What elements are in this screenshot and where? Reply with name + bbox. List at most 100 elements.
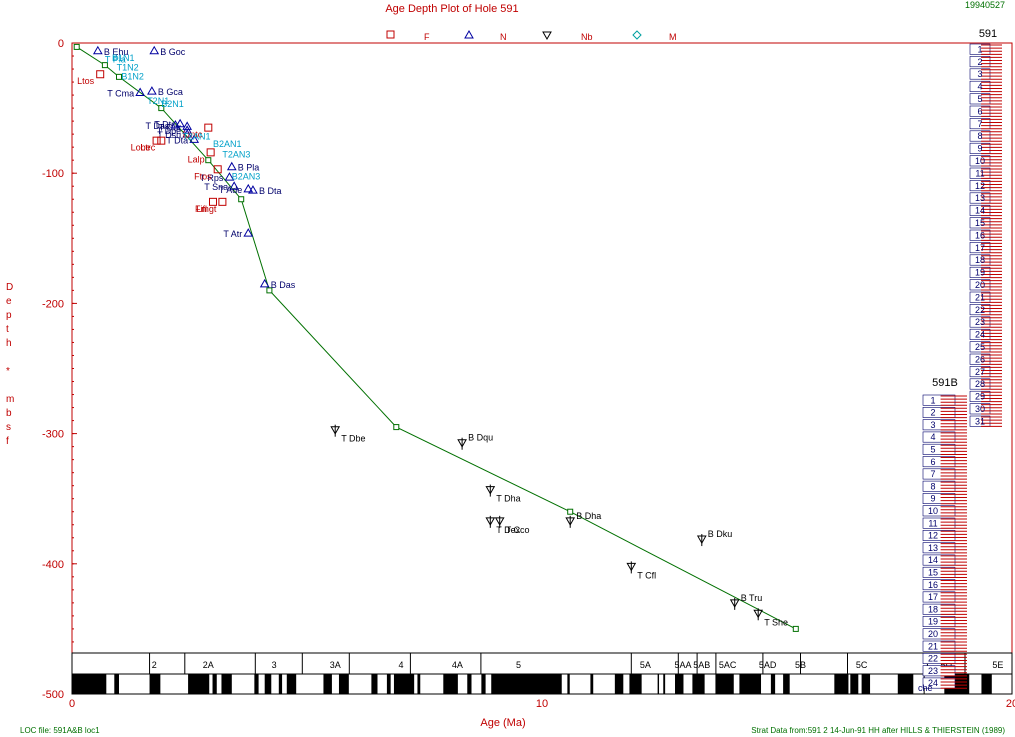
nb-datum-label: T Dex <box>496 525 520 535</box>
zone-label: B2AN3 <box>232 172 261 182</box>
normal-polarity-interval <box>149 674 161 694</box>
normal-polarity-interval <box>338 674 349 694</box>
core-box <box>922 406 956 418</box>
core-number: 15 <box>928 568 938 578</box>
normal-polarity-interval <box>663 674 666 694</box>
foram-datum-label: Ftos <box>194 171 212 181</box>
age-depth-tie-points <box>73 43 799 632</box>
date-code: 19940527 <box>965 0 1005 10</box>
nanno-datum-label: T Atr <box>223 229 242 239</box>
chron-label: 5B <box>795 660 806 670</box>
core-number: 8 <box>977 131 982 141</box>
legend-label-m: M <box>669 32 677 42</box>
zone-label: B2N1 <box>161 99 184 109</box>
foram-datum-marker <box>213 165 222 174</box>
core-box <box>969 93 991 105</box>
nanno-datum-marker <box>182 129 193 138</box>
chron-label: 2A <box>203 660 214 670</box>
nanno-datum-marker <box>182 125 193 134</box>
core-box <box>922 566 956 578</box>
x-tick-label: 0 <box>69 698 75 710</box>
core-box <box>922 652 956 664</box>
nanno-datum-label: B Goc <box>160 47 186 57</box>
tie-point <box>158 105 165 112</box>
core-number: 6 <box>977 106 982 116</box>
core-box <box>969 366 991 378</box>
foram-datum-marker <box>152 136 161 145</box>
core-number: 9 <box>977 144 982 154</box>
nanno-datum-marker <box>226 161 237 171</box>
foram-datum-label: Lmgt <box>196 204 217 214</box>
normal-polarity-interval <box>629 674 642 694</box>
normal-polarity-interval <box>739 674 762 694</box>
nb-datum-label: B Dku <box>708 529 733 539</box>
core-column-591b: 591B123456789101112131415161718192021222… <box>918 377 967 693</box>
core-number: 20 <box>975 280 985 290</box>
legend-label-foram: F <box>424 32 430 42</box>
core-number: 21 <box>928 641 938 651</box>
core-box <box>922 443 956 455</box>
normal-polarity-interval <box>614 674 624 694</box>
core-box <box>922 616 956 628</box>
nanno-datum-label: T Ade <box>219 185 242 195</box>
core-number: 16 <box>928 580 938 590</box>
tie-point <box>393 424 400 431</box>
core-box <box>969 304 991 316</box>
y-tick-label: -300 <box>42 429 64 441</box>
chron-label: 5E <box>992 660 1003 670</box>
core-box <box>969 266 991 278</box>
chron-label: 5AC <box>719 660 737 670</box>
core-box <box>922 665 956 677</box>
nb-datum-label: T Cfl <box>637 570 656 580</box>
y-tick-label: -500 <box>42 689 64 701</box>
core-number: 28 <box>975 379 985 389</box>
normal-polarity-interval <box>981 674 992 694</box>
nanno-datum-marker <box>259 278 270 288</box>
zone-label: T2N1 <box>147 96 169 106</box>
core-box <box>922 677 956 689</box>
core-number: 5 <box>977 94 982 104</box>
normal-polarity-interval <box>770 674 776 694</box>
core-box <box>969 341 991 353</box>
core-box <box>922 505 956 517</box>
core-box <box>922 394 956 406</box>
core-box <box>969 229 991 241</box>
normal-polarity-interval <box>72 674 107 694</box>
foram-datum-marker <box>157 136 166 145</box>
core-box <box>922 579 956 591</box>
foram-datum-marker <box>204 123 213 132</box>
core-box <box>969 68 991 80</box>
core-box <box>922 517 956 529</box>
core-number: 19 <box>975 268 985 278</box>
core-number: 22 <box>975 305 985 315</box>
hole-label: 591B <box>932 377 958 389</box>
core-box <box>969 217 991 229</box>
core-number: 31 <box>975 416 985 426</box>
core-number: 26 <box>975 354 985 364</box>
core-number: 16 <box>975 230 985 240</box>
core-number: 10 <box>975 156 985 166</box>
zone-label: B2AN1 <box>213 139 242 149</box>
chron-label: 5AA <box>674 660 691 670</box>
core-number: 25 <box>975 342 985 352</box>
nb-datum-label: T Dha <box>496 494 520 504</box>
core-box <box>969 130 991 142</box>
normal-polarity-interval <box>393 674 415 694</box>
core-box <box>922 493 956 504</box>
core-number: 19 <box>928 617 938 627</box>
normal-polarity-interval <box>114 674 119 694</box>
core-number: 2 <box>977 57 982 67</box>
core-box <box>969 43 991 55</box>
x-tick-label: 10 <box>536 698 548 710</box>
normal-polarity-interval <box>491 674 562 694</box>
tie-point <box>567 508 574 515</box>
normal-polarity-interval <box>221 674 232 694</box>
chron-label: 2 <box>152 660 157 670</box>
normal-polarity-interval <box>188 674 210 694</box>
normal-polarity-interval <box>286 674 297 694</box>
nanno-datum-label: B Dta <box>259 186 282 196</box>
core-box <box>969 291 991 303</box>
core-box <box>969 378 991 390</box>
core-number: 23 <box>928 666 938 676</box>
